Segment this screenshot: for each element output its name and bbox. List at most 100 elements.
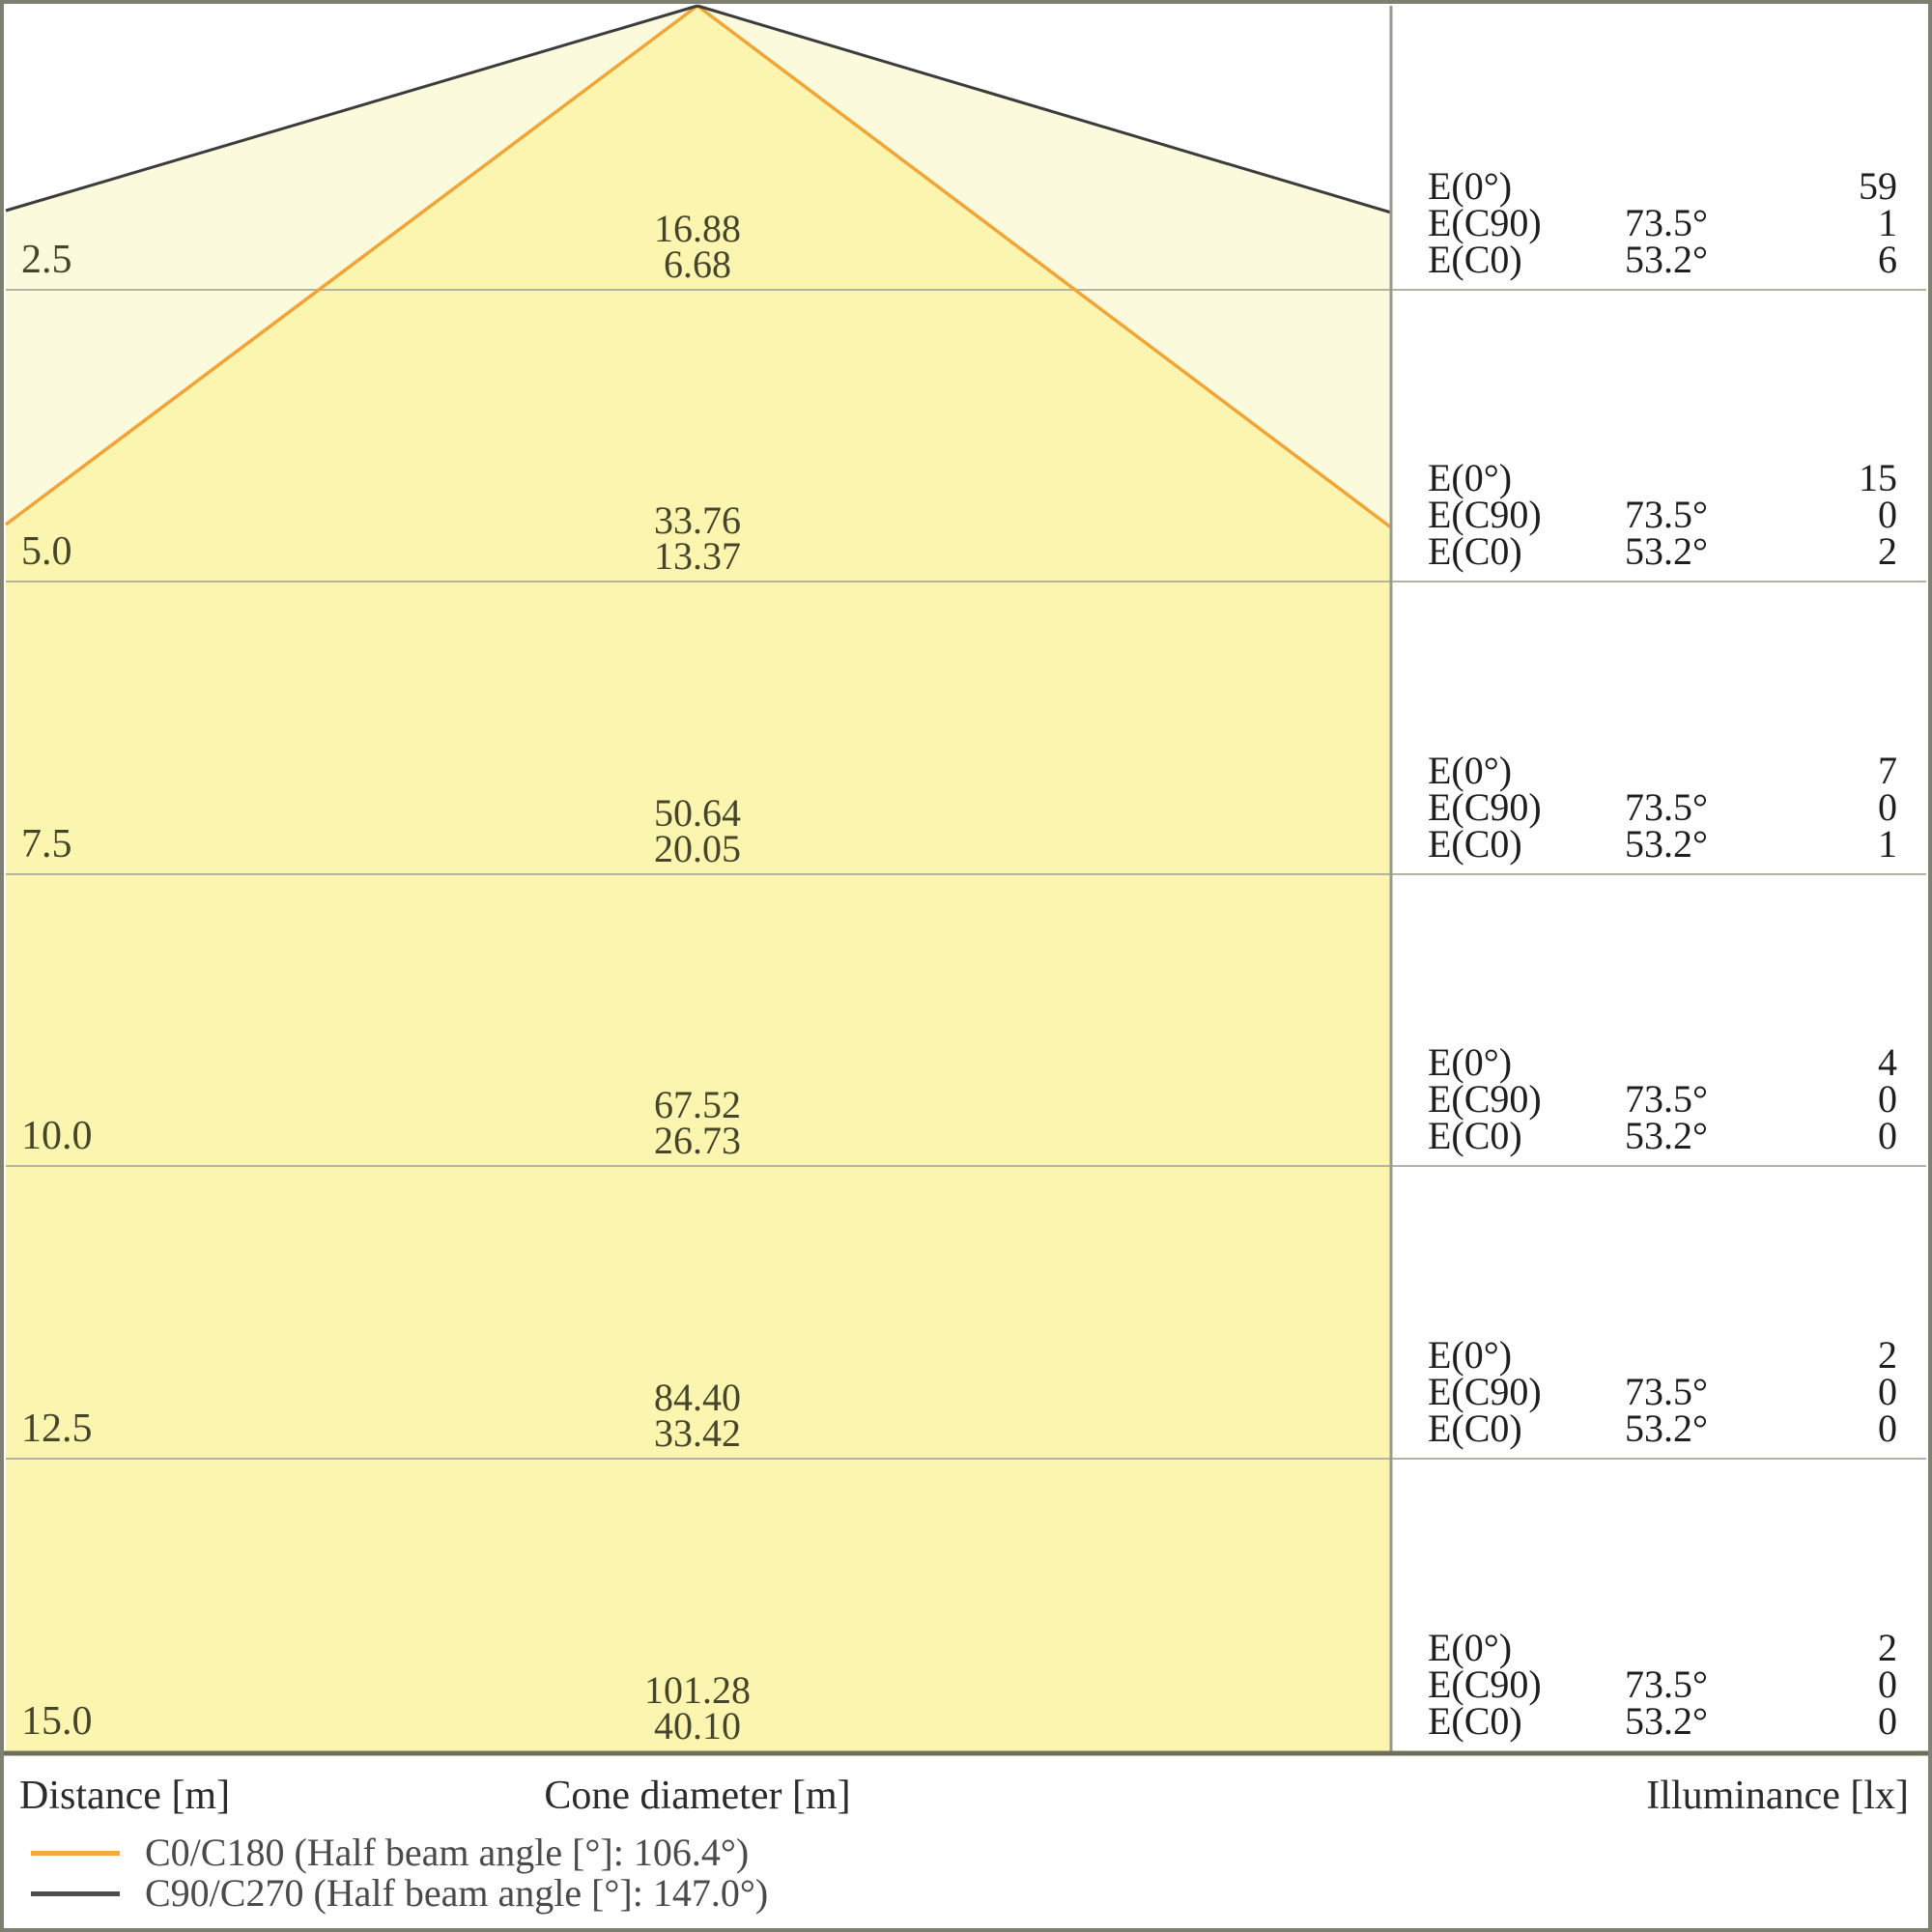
ec90-angle: 73.5° — [1625, 785, 1708, 829]
cone-diameter-c90: 16.88 — [654, 207, 741, 250]
e0-value: 2 — [1878, 1626, 1897, 1669]
cone-diameter-values: 67.52 26.73 — [654, 1083, 741, 1160]
illuminance-row-e0: E(0°) 2 — [1428, 1333, 1897, 1377]
e0-value: 15 — [1859, 456, 1897, 499]
ec0-label: E(C0) — [1428, 1406, 1522, 1450]
illuminance-row-ec90: E(C90) 73.5° 0 — [1428, 785, 1897, 829]
illuminance-row-e0: E(0°) 2 — [1428, 1626, 1897, 1669]
distance-gridlines — [6, 289, 1926, 1460]
cone-diameter-c90: 84.40 — [654, 1376, 741, 1419]
ec0-value: 2 — [1878, 529, 1897, 573]
illuminance-row-ec90: E(C90) 73.5° 0 — [1428, 1370, 1897, 1413]
illuminance-row-ec0: E(C0) 53.2° 0 — [1428, 1406, 1897, 1450]
cone-diameter-values: 50.64 20.05 — [654, 791, 741, 870]
ec0-angle: 53.2° — [1625, 238, 1708, 281]
ec90-angle: 73.5° — [1625, 1370, 1708, 1413]
cone-diameter-c0: 6.68 — [664, 242, 731, 286]
ec90-angle: 73.5° — [1625, 1077, 1708, 1121]
ec90-label: E(C90) — [1428, 493, 1542, 536]
cone-diameter-c90: 33.76 — [654, 498, 741, 542]
cone-diameter-c0: 13.37 — [654, 534, 741, 578]
cone-diameter-c0: 33.42 — [654, 1411, 741, 1455]
ec90-angle: 73.5° — [1625, 201, 1708, 244]
e0-label: E(0°) — [1428, 749, 1513, 792]
distance-label: 2.5 — [21, 238, 72, 282]
distance-label: 5.0 — [21, 529, 72, 574]
ec90-angle: 73.5° — [1625, 493, 1708, 536]
illuminance-row-ec90: E(C90) 73.5° 0 — [1428, 493, 1897, 536]
e0-label: E(0°) — [1428, 1040, 1513, 1084]
ec0-value: 0 — [1878, 1114, 1897, 1157]
ec0-angle: 53.2° — [1625, 1699, 1708, 1743]
legend-item-c0: C0/C180 (Half beam angle [°]: 106.4°) — [31, 1832, 749, 1874]
e0-label: E(0°) — [1428, 164, 1513, 208]
ec90-label: E(C90) — [1428, 1077, 1542, 1121]
cone-diameter-axis-label: Cone diameter [m] — [544, 1774, 851, 1818]
distance-label: 12.5 — [21, 1406, 93, 1451]
ec90-value: 0 — [1878, 1077, 1897, 1121]
illuminance-axis-label: Illuminance [lx] — [1646, 1774, 1909, 1818]
ec90-value: 0 — [1878, 1662, 1897, 1706]
cone-diameter-c0: 20.05 — [654, 827, 741, 870]
cone-diameter-c90: 67.52 — [654, 1083, 741, 1126]
illuminance-block: E(0°) 2 E(C90) 73.5° 0 E(C0) 53.2° 0 — [1428, 1626, 1897, 1743]
ec90-value: 0 — [1878, 493, 1897, 536]
illuminance-row-ec0: E(C0) 53.2° 6 — [1428, 238, 1897, 281]
cone-diameter-c90: 101.28 — [644, 1668, 751, 1712]
distance-label: 10.0 — [21, 1114, 93, 1158]
illuminance-row-e0: E(0°) 59 — [1428, 164, 1897, 208]
ec90-label: E(C90) — [1428, 1370, 1542, 1413]
e0-value: 2 — [1878, 1333, 1897, 1377]
illuminance-block: E(0°) 59 E(C90) 73.5° 1 E(C0) 53.2° 6 — [1428, 164, 1897, 281]
ec90-label: E(C90) — [1428, 785, 1542, 829]
e0-value: 4 — [1878, 1040, 1897, 1084]
ec90-angle: 73.5° — [1625, 1662, 1708, 1706]
ec0-label: E(C0) — [1428, 1699, 1522, 1743]
ec90-label: E(C90) — [1428, 1662, 1542, 1706]
e0-label: E(0°) — [1428, 1333, 1513, 1377]
illuminance-row-ec90: E(C90) 73.5° 0 — [1428, 1662, 1897, 1706]
ec90-label: E(C90) — [1428, 201, 1542, 244]
c90-beam-edge-lines — [5, 4, 1392, 214]
ec0-label: E(C0) — [1428, 1114, 1522, 1157]
ec0-angle: 53.2° — [1625, 1406, 1708, 1450]
illuminance-block: E(0°) 2 E(C90) 73.5° 0 E(C0) 53.2° 0 — [1428, 1333, 1897, 1450]
c90-line-swatch — [31, 1890, 120, 1896]
cone-diameter-values: 16.88 6.68 — [654, 207, 741, 286]
ec0-value: 0 — [1878, 1406, 1897, 1450]
illuminance-row-ec90: E(C90) 73.5° 1 — [1428, 201, 1897, 244]
ec0-value: 0 — [1878, 1699, 1897, 1743]
e0-label: E(0°) — [1428, 456, 1513, 499]
illuminance-row-ec0: E(C0) 53.2° 0 — [1428, 1699, 1897, 1743]
e0-label: E(0°) — [1428, 1626, 1513, 1669]
distance-label: 7.5 — [21, 822, 72, 867]
illuminance-block: E(0°) 4 E(C90) 73.5° 0 E(C0) 53.2° 0 — [1428, 1040, 1897, 1157]
e0-value: 59 — [1859, 164, 1897, 208]
cone-diameter-values: 101.28 40.10 — [644, 1668, 751, 1747]
ec0-angle: 53.2° — [1625, 529, 1708, 573]
illuminance-row-ec0: E(C0) 53.2° 1 — [1428, 822, 1897, 866]
cone-diameter-c90: 50.64 — [654, 791, 741, 835]
illuminance-row-ec0: E(C0) 53.2° 2 — [1428, 529, 1897, 573]
ec90-value: 0 — [1878, 785, 1897, 829]
cone-diameter-values: 33.76 13.37 — [654, 498, 741, 578]
illuminance-row-ec90: E(C90) 73.5° 0 — [1428, 1077, 1897, 1121]
ec0-value: 1 — [1878, 822, 1897, 866]
illuminance-row-e0: E(0°) 7 — [1428, 749, 1897, 792]
cone-diameter-c0: 40.10 — [654, 1704, 741, 1747]
legend-label-c90: C90/C270 (Half beam angle [°]: 147.0°) — [145, 1871, 769, 1915]
ec90-value: 0 — [1878, 1370, 1897, 1413]
illuminance-block: E(0°) 15 E(C90) 73.5° 0 E(C0) 53.2° 2 — [1428, 456, 1897, 573]
illuminance-row-e0: E(0°) 15 — [1428, 456, 1897, 499]
illuminance-row-ec0: E(C0) 53.2° 0 — [1428, 1114, 1897, 1157]
ec0-angle: 53.2° — [1625, 822, 1708, 866]
inner-cone-fill — [6, 6, 1391, 1753]
c0-beam-edge-lines — [4, 4, 1393, 529]
ec90-value: 1 — [1878, 201, 1897, 244]
legend-item-c90: C90/C270 (Half beam angle [°]: 147.0°) — [31, 1872, 768, 1915]
cone-diameter-values: 84.40 33.42 — [654, 1376, 741, 1455]
ec0-angle: 53.2° — [1625, 1114, 1708, 1157]
ec0-label: E(C0) — [1428, 238, 1522, 281]
